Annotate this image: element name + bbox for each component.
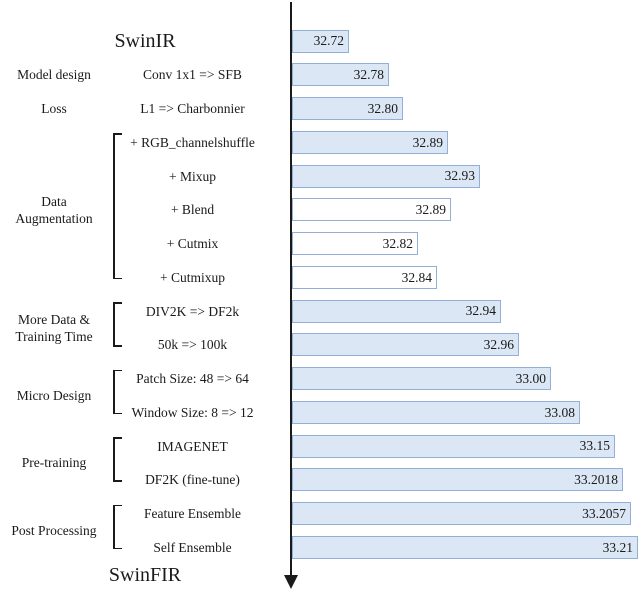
category-label: Data Augmentation <box>0 193 108 227</box>
bar: 33.2057 <box>292 502 631 525</box>
category-label-line: Augmentation <box>15 210 93 226</box>
bar-value-label: 33.21 <box>602 539 633 555</box>
bar: 32.89 <box>292 130 448 154</box>
row-label: + RGB_channelshuffle <box>130 134 255 150</box>
bar-value-label: 32.72 <box>313 33 344 49</box>
axis-arrow-down-icon <box>284 575 298 589</box>
bar: 33.08 <box>292 400 580 424</box>
category-label-line: Model design <box>17 67 91 83</box>
bar: 33.15 <box>292 434 615 458</box>
row-label: 50k => 100k <box>157 337 228 353</box>
group-bracket <box>113 277 122 280</box>
group-bracket <box>113 547 122 550</box>
bar-value-label: 33.2018 <box>574 472 618 487</box>
category-label: Post Processing <box>0 522 108 539</box>
group-bracket <box>113 437 115 482</box>
row-label: + Cutmix <box>166 236 219 251</box>
category-label: More Data & Training Time <box>0 311 108 345</box>
category-label: Micro Design <box>0 387 108 404</box>
bar-value-label: 32.89 <box>415 202 446 217</box>
row-label: DIV2K => DF2k <box>145 303 240 319</box>
row-label: Self Ensemble <box>153 539 232 555</box>
bar: 32.93 <box>292 164 480 188</box>
group-bracket <box>113 504 115 550</box>
bar-value-label: 33.00 <box>515 370 546 386</box>
row-label: L1 => Charbonnier <box>140 101 245 116</box>
category-label-line: More Data & <box>18 311 90 327</box>
bar: 32.96 <box>292 333 519 357</box>
category-label-line: Pre-training <box>21 455 87 471</box>
row-label: + Mixup <box>169 168 216 184</box>
bar-value-label: 32.78 <box>353 67 384 82</box>
row-label: IMAGENET <box>157 438 228 454</box>
bar-value-label: 33.15 <box>579 438 610 454</box>
category-label-line: Micro Design <box>16 387 92 403</box>
bar: 32.89 <box>292 198 451 222</box>
row-label: Conv 1x1 => SFB <box>143 67 242 83</box>
bar: 32.84 <box>292 265 437 289</box>
group-bracket <box>113 302 115 347</box>
group-bracket <box>113 504 122 506</box>
value-axis-line <box>290 2 292 578</box>
group-bracket <box>113 345 122 347</box>
bar-value-label: 32.82 <box>382 235 413 251</box>
row-label: Feature Ensemble <box>143 506 242 521</box>
category-label: Pre-training <box>0 454 108 471</box>
bar: 33.21 <box>292 535 638 559</box>
bar: 32.80 <box>292 97 403 120</box>
bar: 32.82 <box>292 232 418 255</box>
group-bracket <box>113 133 115 280</box>
baseline-model-label: SwinIR <box>114 30 176 52</box>
bar: 33.00 <box>292 367 551 390</box>
category-label-line: Loss <box>41 101 67 116</box>
final-model-label: SwinFIR <box>108 564 182 586</box>
category-label-line: Training Time <box>15 328 93 344</box>
row-label: + Blend <box>170 202 215 218</box>
row-label: DF2K (fine-tune) <box>145 472 240 488</box>
group-bracket <box>113 133 122 135</box>
bar-value-label: 32.93 <box>444 168 475 184</box>
group-bracket <box>113 369 115 415</box>
row-label: Window Size: 8 => 12 <box>131 404 254 420</box>
bar: 33.2018 <box>292 468 623 492</box>
bar-value-label: 32.80 <box>367 100 398 116</box>
bar: 32.72 <box>292 29 349 53</box>
group-bracket <box>113 302 122 304</box>
bar: 32.78 <box>292 63 389 87</box>
category-label-line: Data <box>41 193 67 209</box>
bar-value-label: 32.89 <box>412 134 443 150</box>
category-label-line: Post Processing <box>11 522 97 538</box>
group-bracket <box>113 480 122 482</box>
group-bracket <box>113 369 122 371</box>
row-label: Patch Size: 48 => 64 <box>136 371 249 386</box>
bar-value-label: 33.2057 <box>582 505 626 521</box>
category-label: Model design <box>0 66 108 83</box>
bar: 32.94 <box>292 299 501 323</box>
bar-value-label: 33.08 <box>544 404 575 420</box>
group-bracket <box>113 412 122 415</box>
category-label: Loss <box>0 100 108 117</box>
bar-value-label: 32.84 <box>401 269 432 285</box>
row-label: + Cutmixup <box>160 269 225 285</box>
bar-value-label: 32.96 <box>483 337 514 352</box>
bar-value-label: 32.94 <box>465 303 496 319</box>
group-bracket <box>113 437 122 439</box>
